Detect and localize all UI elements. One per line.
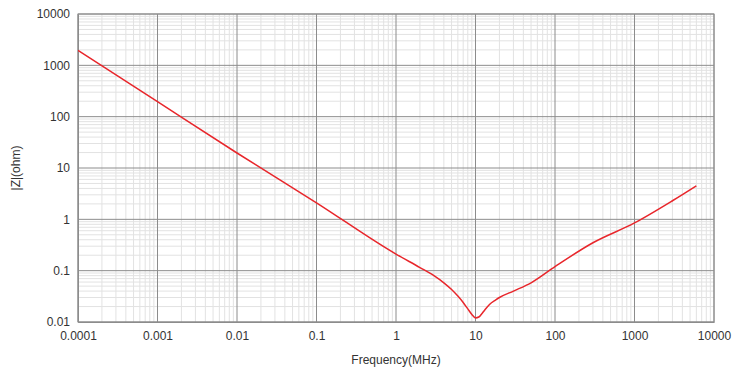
x-tick-label: 100 <box>545 329 565 343</box>
grid-line <box>78 116 714 117</box>
grid-line <box>78 270 714 271</box>
x-tick-label: 10 <box>469 329 483 343</box>
y-tick: 10000 <box>37 7 78 21</box>
x-tick-label: 0.01 <box>226 329 250 343</box>
y-tick: 10 <box>57 161 78 175</box>
y-tick: 1 <box>63 213 78 227</box>
x-tick: 10 <box>469 322 483 343</box>
y-axis: 0.01 0.1 1 10 100 1000 10000 <box>37 7 79 329</box>
x-tick: 0.01 <box>226 322 250 343</box>
series-line <box>78 50 696 318</box>
x-tick-label: 0.001 <box>143 329 173 343</box>
y-tick-label: 0.1 <box>53 264 70 278</box>
grid <box>78 14 714 322</box>
y-tick: 1000 <box>43 59 78 73</box>
grid-line <box>78 219 714 220</box>
plot-area: 0.0001 0.001 0.01 0.1 1 10 100 1000 10000 0.01 0.1… <box>37 7 732 342</box>
grid-line <box>78 65 714 66</box>
x-tick-label: 1000 <box>622 329 649 343</box>
y-tick: 100 <box>50 110 78 124</box>
grid-line <box>78 168 714 169</box>
plot-frame <box>78 14 714 322</box>
x-axis-title: Frequency(MHz) <box>351 353 440 367</box>
y-tick: 0.1 <box>53 264 78 278</box>
x-axis: 0.0001 0.001 0.01 0.1 1 10 100 1000 10000 <box>60 322 731 343</box>
y-axis-title: |Z|(ohm) <box>9 146 23 191</box>
x-tick: 0.1 <box>309 322 326 343</box>
x-tick: 100 <box>545 322 565 343</box>
x-tick-label: 0.0001 <box>60 329 97 343</box>
x-tick: 10000 <box>698 322 732 343</box>
y-axis-line <box>78 15 79 323</box>
chart-svg: 0.0001 0.001 0.01 0.1 1 10 100 1000 10000 0.01 0.1… <box>0 0 737 373</box>
x-axis-line <box>79 322 715 323</box>
x-tick-label: 1 <box>393 329 400 343</box>
y-tick: 0.01 <box>47 315 78 329</box>
x-tick: 0.001 <box>143 322 173 343</box>
x-tick-label: 10000 <box>698 329 732 343</box>
x-tick: 1000 <box>622 322 649 343</box>
y-tick-label: 1000 <box>43 59 70 73</box>
y-tick-label: 10 <box>57 161 71 175</box>
x-tick-label: 0.1 <box>309 329 326 343</box>
x-tick: 1 <box>393 322 400 343</box>
series-group <box>78 50 696 318</box>
y-tick-label: 100 <box>50 110 70 124</box>
y-tick-label: 0.01 <box>47 315 71 329</box>
y-tick-label: 10000 <box>37 7 71 21</box>
y-tick-label: 1 <box>63 213 70 227</box>
